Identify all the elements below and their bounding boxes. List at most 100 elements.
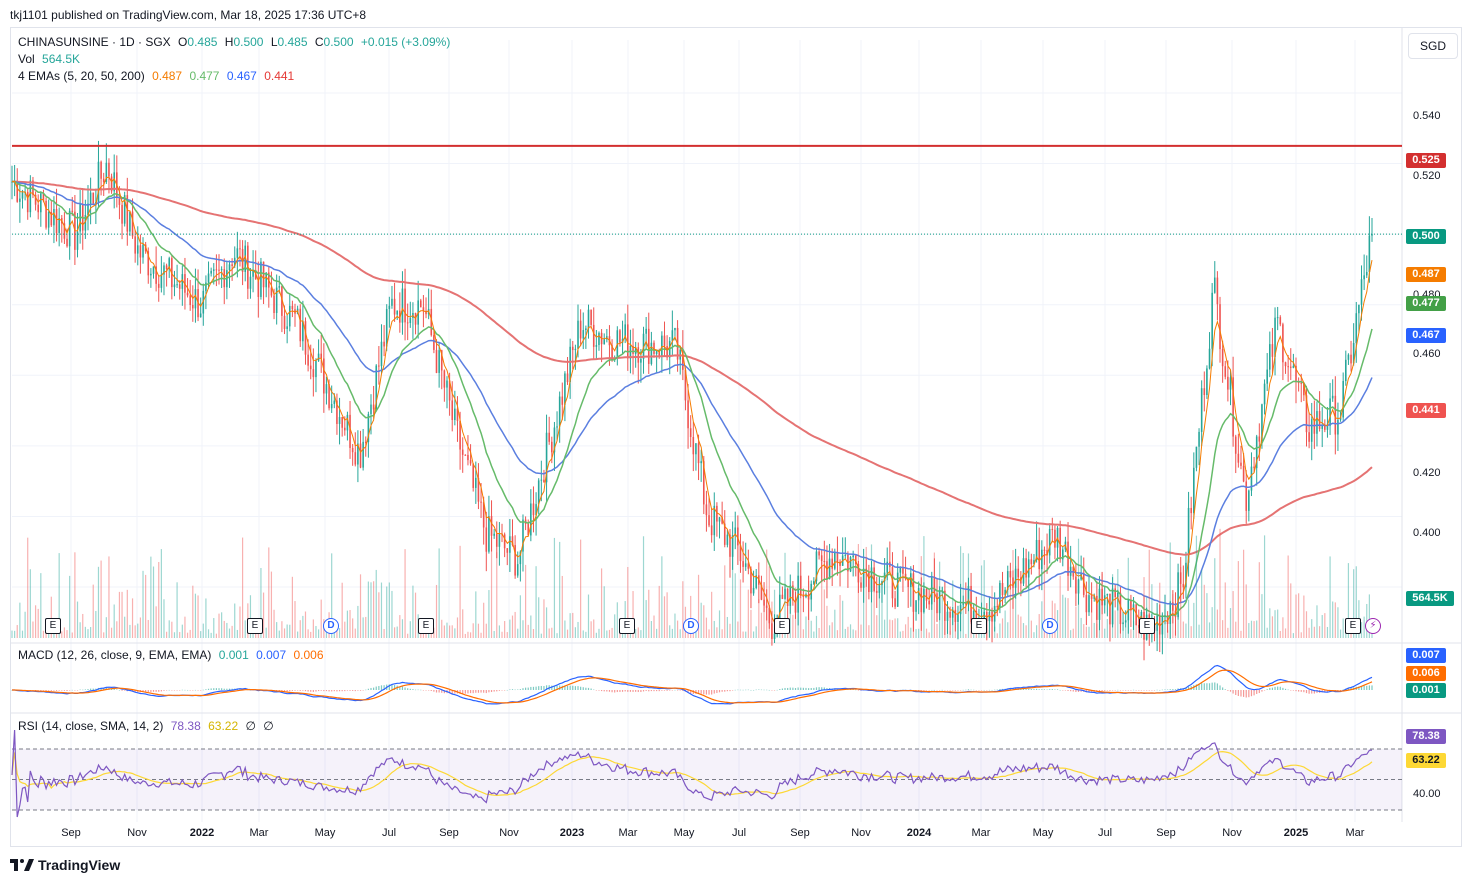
candle-body xyxy=(433,335,435,350)
candle-body xyxy=(930,577,933,605)
earnings-event-icon[interactable]: E xyxy=(619,618,635,634)
earnings-event-icon[interactable]: E xyxy=(971,618,987,634)
volume-bar xyxy=(808,580,810,638)
volume-bar xyxy=(194,593,197,638)
macd-histogram-bar xyxy=(352,690,354,691)
macd-histogram-bar xyxy=(593,689,595,691)
volume-bar xyxy=(1324,613,1326,638)
candle-body xyxy=(21,192,24,199)
dividend-event-icon[interactable]: D xyxy=(1042,618,1058,634)
ema200-value: 0.441 xyxy=(264,69,295,83)
candle-body xyxy=(328,384,330,409)
candle-body xyxy=(744,563,747,567)
currency-button[interactable]: SGD xyxy=(1408,33,1458,59)
macd-histogram-bar xyxy=(1148,690,1150,691)
dividend-event-icon[interactable]: D xyxy=(323,618,339,634)
volume-bar xyxy=(996,633,998,638)
macd-line xyxy=(12,664,1373,705)
volume-bar xyxy=(160,549,162,638)
volume-bar xyxy=(1242,549,1245,638)
candle-body xyxy=(561,396,564,405)
volume-bar xyxy=(1022,623,1025,638)
symbol-name[interactable]: CHINASUNSINE · 1D · SGX xyxy=(18,35,171,49)
macd-histogram-bar xyxy=(551,685,553,690)
macd-histogram-bar xyxy=(472,690,474,694)
volume-legend[interactable]: Vol 564.5K xyxy=(18,52,84,66)
candle-body xyxy=(792,585,794,601)
macd-histogram-bar xyxy=(855,689,857,691)
macd-legend[interactable]: MACD (12, 26, close, 9, EMA, EMA) 0.001 … xyxy=(18,648,328,662)
volume-bar xyxy=(815,615,818,638)
volume-bar xyxy=(1174,630,1177,638)
volume-bar xyxy=(150,556,152,638)
ema-legend[interactable]: 4 EMAs (5, 20, 50, 200) 0.487 0.477 0.46… xyxy=(18,69,298,83)
volume-bar xyxy=(145,574,147,638)
volume-bar xyxy=(1182,621,1184,638)
volume-bar xyxy=(370,582,372,638)
earnings-event-icon[interactable]: E xyxy=(45,618,61,634)
volume-bar xyxy=(1038,614,1040,638)
candle-body xyxy=(357,443,359,465)
volume-bar xyxy=(661,556,663,638)
macd-histogram-bar xyxy=(365,689,367,691)
candle-body xyxy=(962,603,965,605)
volume-bar xyxy=(650,621,652,638)
lightning-event-icon[interactable]: ⚡ xyxy=(1365,618,1381,634)
macd-histogram-bar xyxy=(566,685,569,690)
candle-body xyxy=(459,420,461,450)
earnings-event-icon[interactable]: E xyxy=(418,618,434,634)
candle-body xyxy=(527,523,530,536)
x-axis-label: Mar xyxy=(249,827,269,839)
volume-bar xyxy=(703,605,705,638)
rsi-legend[interactable]: RSI (14, close, SMA, 14, 2) 78.38 63.22 … xyxy=(18,719,278,733)
candle-body xyxy=(1061,549,1064,560)
earnings-event-icon[interactable]: E xyxy=(774,618,790,634)
candle-body xyxy=(26,191,29,213)
low-label: L xyxy=(270,35,278,49)
candle-body xyxy=(543,479,545,483)
volume-bar xyxy=(456,617,459,638)
volume-bar xyxy=(708,629,710,638)
x-axis-label: Nov xyxy=(499,827,519,839)
candle-body xyxy=(1117,592,1119,598)
macd-histogram-bar xyxy=(294,690,296,691)
candle-body xyxy=(220,269,223,271)
macd-histogram-bar xyxy=(228,688,231,690)
volume-bar xyxy=(653,615,655,638)
candle-body xyxy=(1255,436,1258,469)
macd-histogram-bar xyxy=(459,690,461,694)
candle-body xyxy=(231,264,233,266)
volume-bar xyxy=(477,623,480,638)
volume-bar xyxy=(897,618,899,638)
earnings-event-icon[interactable]: E xyxy=(1139,618,1155,634)
candle-body xyxy=(309,365,312,370)
macd-histogram-bar xyxy=(805,687,807,690)
macd-histogram-bar xyxy=(1274,686,1276,690)
earnings-event-icon[interactable]: E xyxy=(1345,618,1361,634)
symbol-legend[interactable]: CHINASUNSINE · 1D · SGX O0.485 H0.500 L0… xyxy=(18,35,454,49)
earnings-event-icon[interactable]: E xyxy=(247,618,263,634)
volume-bar xyxy=(228,628,231,638)
volume-bar xyxy=(236,629,238,638)
candle-body xyxy=(988,611,991,622)
volume-bar xyxy=(443,625,445,638)
volume-bar xyxy=(606,630,608,638)
volume-bar xyxy=(262,592,265,638)
volume-bar xyxy=(1290,583,1292,638)
dividend-event-icon[interactable]: D xyxy=(683,618,699,634)
macd-histogram-bar xyxy=(574,686,576,690)
candle-body xyxy=(603,339,606,345)
volume-bar xyxy=(87,629,89,638)
volume-bar xyxy=(954,613,956,638)
macd-histogram-bar xyxy=(1064,690,1067,691)
price-axis-label: 0.420 xyxy=(1413,467,1441,479)
macd-histogram-bar xyxy=(1167,689,1169,691)
macd-histogram-bar xyxy=(1077,690,1080,692)
candle-body xyxy=(1250,466,1253,491)
volume-bar xyxy=(1316,605,1318,638)
macd-histogram-bar xyxy=(556,685,558,690)
volume-bar xyxy=(239,606,241,638)
macd-histogram-bar xyxy=(755,689,757,691)
volume-bar xyxy=(543,599,545,638)
